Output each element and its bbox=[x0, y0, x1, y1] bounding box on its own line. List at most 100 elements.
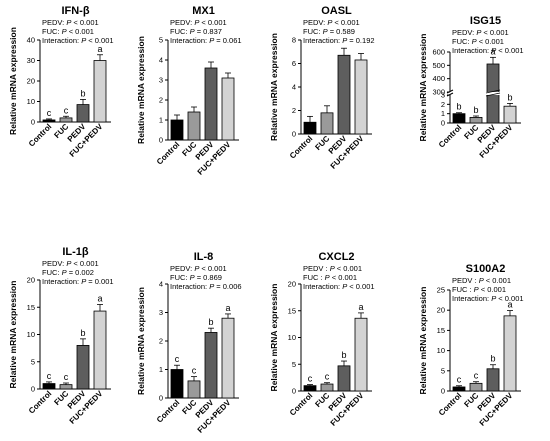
stats-prefix: PEDV : bbox=[452, 276, 479, 285]
y-tick-label: 4 bbox=[159, 280, 163, 289]
bar bbox=[354, 59, 368, 135]
bar bbox=[452, 113, 466, 124]
stats-line: PEDV: P < 0.001 bbox=[42, 18, 99, 27]
bar bbox=[187, 380, 201, 399]
y-axis-label: Relative mRNA expression bbox=[269, 33, 279, 141]
stats-p: P bbox=[476, 28, 481, 37]
y-tick-label: 20 bbox=[437, 306, 445, 315]
bar bbox=[486, 368, 500, 392]
y-tick-label: 0 bbox=[441, 119, 445, 128]
y-tick-label: 0 bbox=[31, 385, 35, 394]
stats-value: < 0.001 bbox=[479, 285, 506, 294]
stats-p: P bbox=[330, 264, 335, 273]
stats-line: FUC: P < 0.001 bbox=[42, 27, 94, 36]
stats-prefix: PEDV: bbox=[303, 18, 327, 27]
chart-title: IL-1β bbox=[62, 246, 89, 258]
y-tick-label: 15 bbox=[288, 306, 296, 315]
significance-letter: b bbox=[80, 88, 85, 98]
y-tick-label: 40 bbox=[27, 36, 35, 45]
bar bbox=[76, 344, 90, 390]
stats-prefix: FUC: bbox=[452, 37, 472, 46]
y-tick-label: 5 bbox=[441, 366, 445, 375]
stats-prefix: Interaction: bbox=[303, 36, 342, 45]
chart-title: OASL bbox=[321, 5, 352, 17]
stats-line: Interaction: P < 0.001 bbox=[303, 282, 375, 291]
stats-value: = 0.006 bbox=[214, 282, 241, 291]
bar-break-mark bbox=[485, 92, 501, 97]
y-tick-label: 2 bbox=[441, 100, 445, 109]
bar bbox=[59, 384, 73, 390]
significance-letter: c bbox=[308, 374, 313, 384]
y-tick-label: 20 bbox=[27, 77, 35, 86]
stats-line: PEDV: P < 0.001 bbox=[452, 28, 509, 37]
stats-line: Interaction: P = 0.001 bbox=[42, 277, 114, 286]
bar bbox=[469, 382, 483, 392]
y-tick-label: 5 bbox=[292, 360, 296, 369]
y-tick-label: 10 bbox=[27, 97, 35, 106]
stats-value: = 0.589 bbox=[328, 27, 355, 36]
stats-p: P bbox=[342, 282, 347, 291]
significance-letter: c bbox=[325, 372, 330, 382]
stats-prefix: FUC: bbox=[303, 27, 323, 36]
significance-letter: c bbox=[47, 371, 52, 381]
stats-p: P bbox=[472, 37, 477, 46]
stats-prefix: PEDV: bbox=[170, 18, 194, 27]
significance-letter: a bbox=[97, 294, 102, 304]
y-tick-label: 10 bbox=[27, 330, 35, 339]
y-tick-label: 600 bbox=[432, 48, 445, 57]
stats-p: P bbox=[66, 259, 71, 268]
stats-line: FUC: P = 0.589 bbox=[303, 27, 355, 36]
stats-prefix: Interaction: bbox=[452, 294, 491, 303]
chart-title: IFN-β bbox=[61, 5, 89, 17]
stats-value: < 0.001 bbox=[330, 273, 357, 282]
y-tick-label: 0 bbox=[292, 387, 296, 396]
y-tick-label: 1 bbox=[441, 109, 445, 118]
significance-letter: b bbox=[473, 105, 478, 115]
y-axis-label: Relative mRNA expression bbox=[418, 34, 428, 142]
bar bbox=[204, 67, 218, 141]
stats-value: < 0.001 bbox=[199, 264, 226, 273]
y-tick-label: 0 bbox=[159, 394, 163, 403]
stats-p: P bbox=[327, 18, 332, 27]
y-tick-label: 3 bbox=[159, 76, 163, 85]
chart-title: S100A2 bbox=[466, 263, 506, 275]
y-tick-label: 3 bbox=[159, 308, 163, 317]
significance-letter: b bbox=[490, 354, 495, 364]
significance-letter: c bbox=[192, 366, 197, 376]
significance-letter: c bbox=[47, 108, 52, 118]
stats-line: Interaction: P = 0.061 bbox=[170, 36, 242, 45]
y-tick-label: 4 bbox=[292, 83, 296, 92]
y-axis-label: Relative mRNA expression bbox=[418, 287, 428, 395]
bar bbox=[320, 112, 334, 135]
bar bbox=[452, 386, 466, 392]
stats-p: P bbox=[491, 46, 496, 55]
significance-letter: c bbox=[457, 375, 462, 385]
stats-prefix: PEDV: bbox=[170, 264, 194, 273]
significance-letter: c bbox=[474, 371, 479, 381]
stats-value: = 0.061 bbox=[214, 36, 241, 45]
stats-prefix: PEDV: bbox=[42, 259, 66, 268]
stats-prefix: PEDV: bbox=[42, 18, 66, 27]
stats-prefix: FUC: bbox=[170, 27, 190, 36]
bar bbox=[221, 77, 235, 141]
stats-line: FUC: P < 0.001 bbox=[452, 37, 504, 46]
chart-title: ISG15 bbox=[470, 15, 501, 27]
stats-value: < 0.001 bbox=[332, 18, 359, 27]
bar bbox=[503, 105, 517, 124]
significance-letter: c bbox=[64, 105, 69, 115]
stats-prefix: Interaction: bbox=[170, 282, 209, 291]
chart-title: CXCL2 bbox=[318, 251, 354, 263]
stats-line: PEDV: P < 0.001 bbox=[303, 18, 360, 27]
y-axis-label: Relative mRNA expression bbox=[136, 36, 146, 144]
y-tick-label: 0 bbox=[441, 387, 445, 396]
stats-p: P bbox=[190, 27, 195, 36]
stats-line: PEDV : P < 0.001 bbox=[303, 264, 362, 273]
stats-line: Interaction: P = 0.006 bbox=[170, 282, 242, 291]
y-tick-label: 300 bbox=[432, 88, 445, 97]
stats-value: < 0.001 bbox=[86, 36, 113, 45]
